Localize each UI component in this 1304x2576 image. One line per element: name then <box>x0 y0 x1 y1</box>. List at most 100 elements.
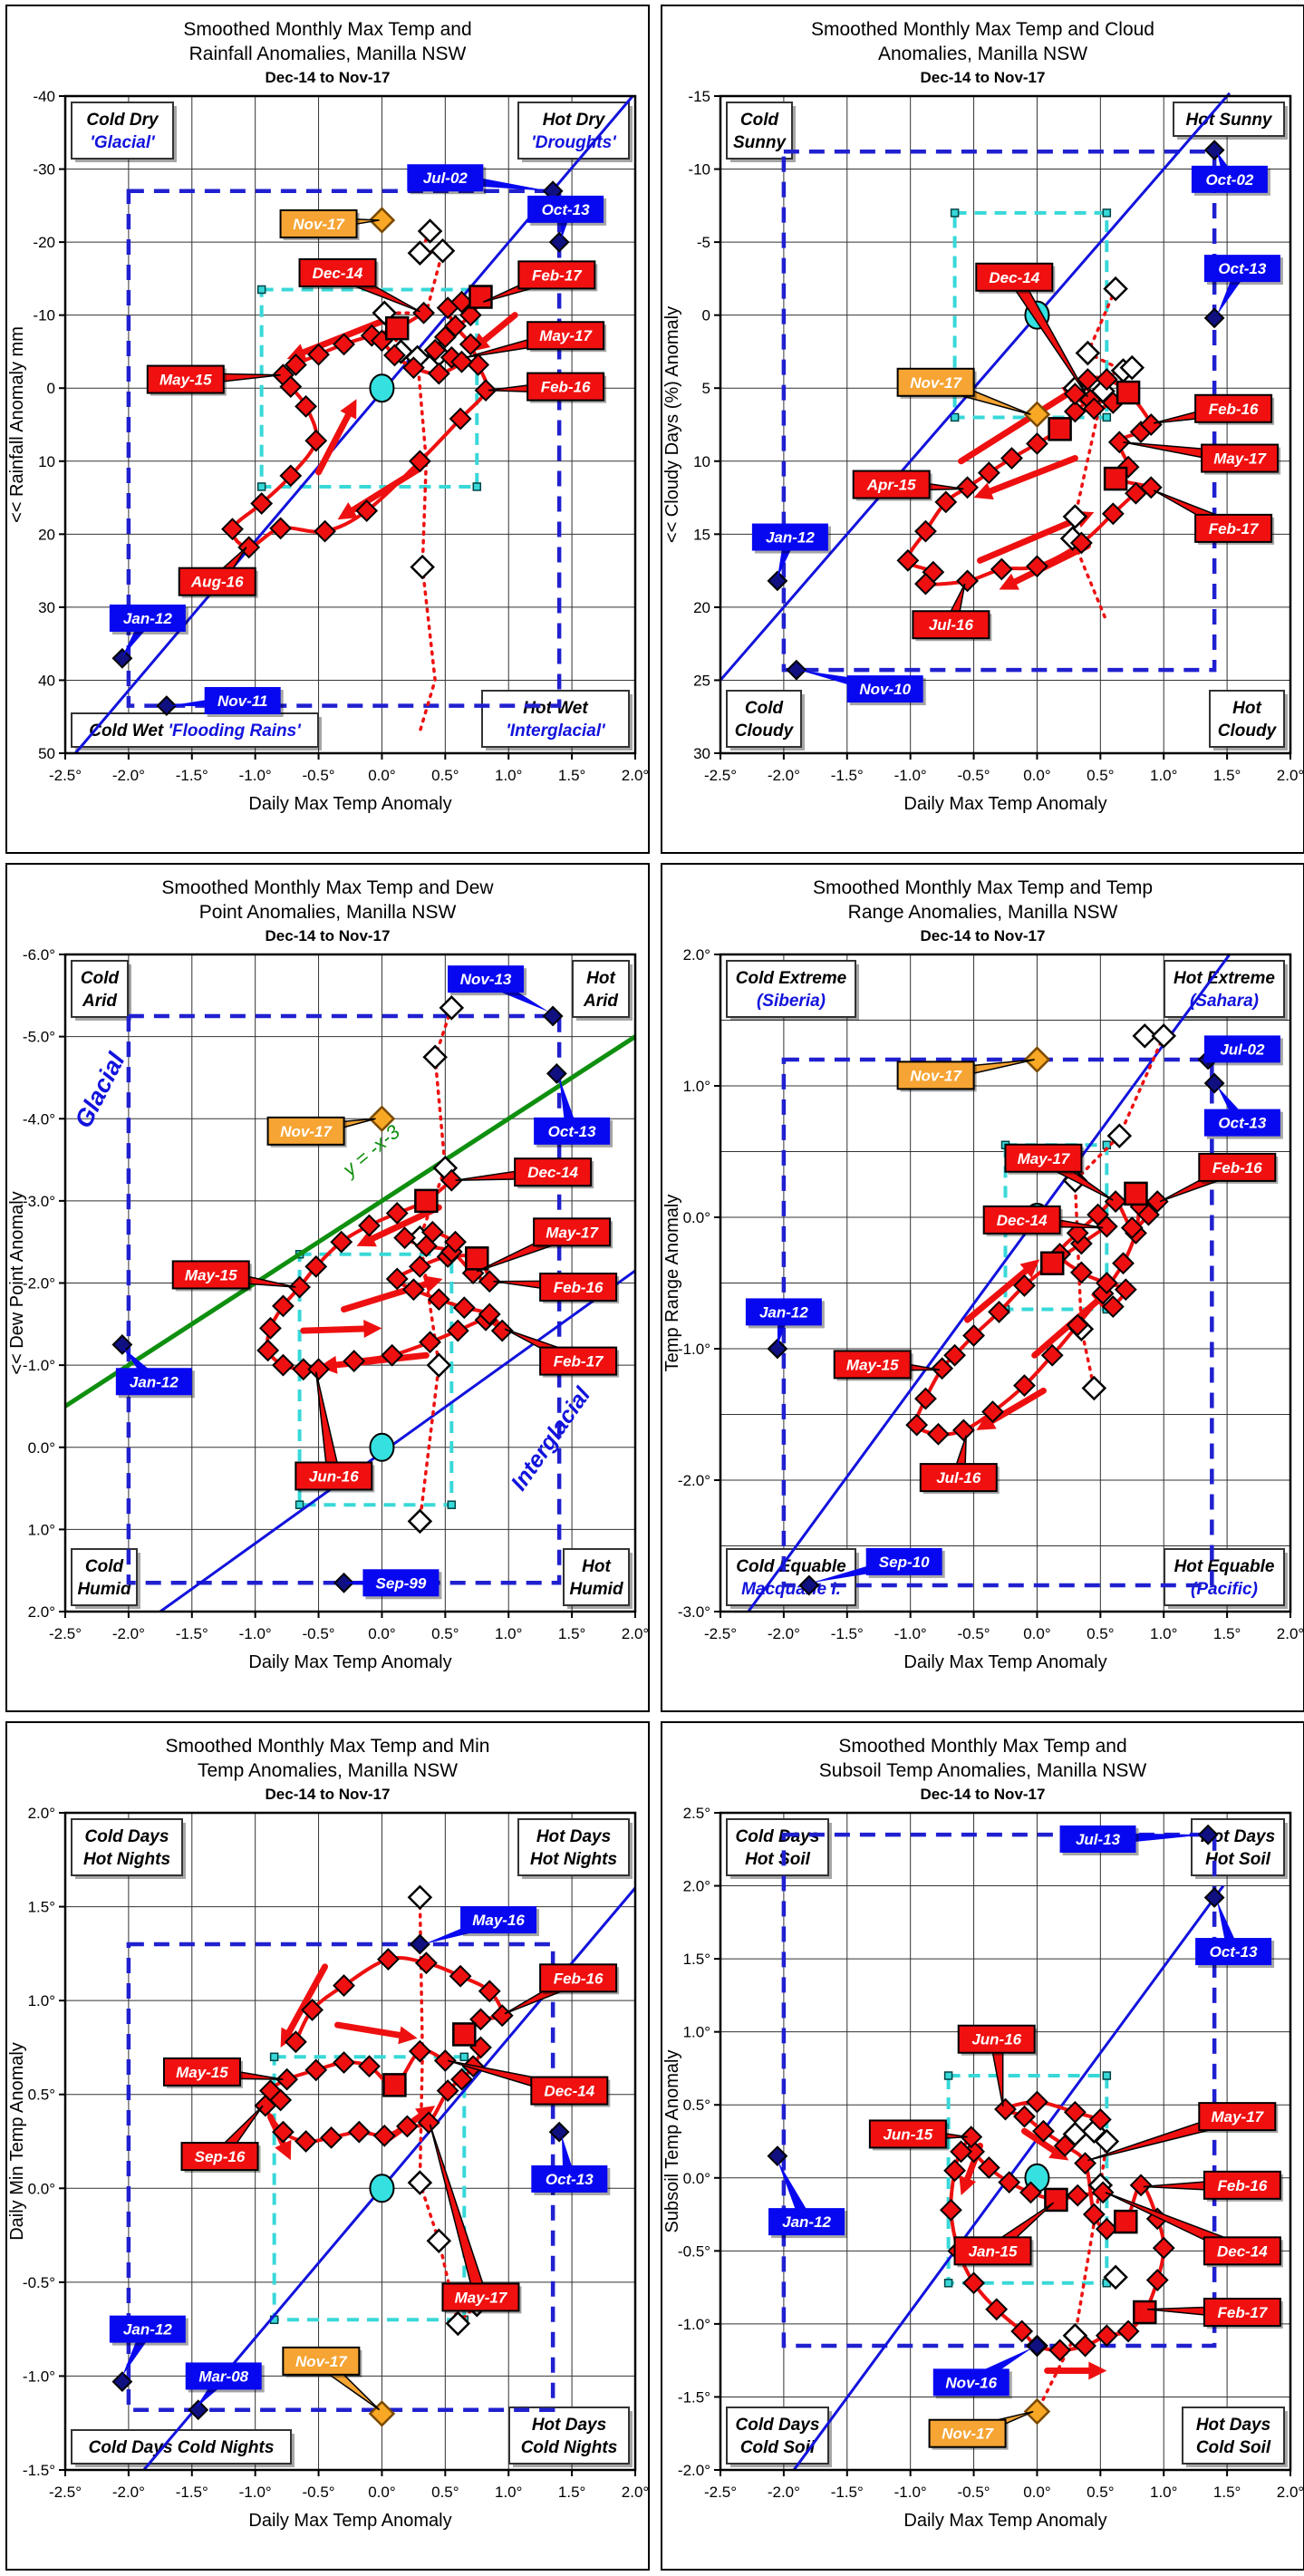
panel-title-line2: Subsoil Temp Anomalies, Manilla NSW <box>818 1760 1147 1782</box>
y-axis-title: Subsoil Temp Anomaly <box>662 2049 682 2232</box>
callout-label: Mar-08 <box>198 2368 248 2385</box>
panel-title-line2: Anomalies, Manilla NSW <box>877 44 1088 65</box>
december-square-marker <box>414 1188 439 1213</box>
x-tick-label: -2.5° <box>49 2484 82 2501</box>
y-axis-title: Daily Min Temp Anomaly <box>7 2042 27 2241</box>
month-diamond-marker <box>1063 400 1087 423</box>
callout-mar-08: Mar-08 <box>185 2362 265 2408</box>
month-diamond-marker <box>962 2271 985 2294</box>
axes: -2.5° -2.0° -1.5° -1.0° -0.5° 0.0° 0.5° 1.0° 1.5… <box>662 89 1303 814</box>
panel-cloud: Smoothed Monthly Max Temp and Cloud Anoma… <box>661 5 1304 854</box>
direction-arrow <box>318 1351 430 1374</box>
x-tick-label: 0.5° <box>431 1625 459 1642</box>
x-tick-label: 1.0° <box>1150 1625 1177 1642</box>
quadrant-label-br: Hot Days Cold Soil <box>1182 2406 1288 2467</box>
svg-text:Hot Nights: Hot Nights <box>530 1850 617 1869</box>
month-diamond-marker <box>301 1998 324 2021</box>
month-diamond-marker <box>990 557 1013 581</box>
y-tick-label: -0.5° <box>678 2242 710 2260</box>
svg-text:(Pacific): (Pacific) <box>1191 1580 1258 1599</box>
x-axis-title: Daily Max Temp Anomaly <box>903 2511 1106 2531</box>
quadrant-label-text: Cold Extreme <box>736 969 847 988</box>
records-rect <box>781 1832 1217 2348</box>
y-tick-label: 0.0° <box>28 2180 55 2197</box>
chart-svg: Cold Arid Hot Arid Cold Humid Hot Humid y = -x-3… <box>7 947 648 1672</box>
x-tick-label: 2.0° <box>622 2484 648 2501</box>
callout-jun-16: Jun-16 <box>957 2024 1038 2106</box>
open-diamond-marker <box>426 2228 452 2253</box>
svg-text:Hot Sunny: Hot Sunny <box>1186 111 1273 130</box>
month-diamond-marker <box>1013 2105 1036 2128</box>
callout-label: Feb-16 <box>1209 400 1259 417</box>
callout-label: May-17 <box>1211 2108 1264 2126</box>
quadrant-label-text: Cold Soil <box>1196 2438 1271 2457</box>
quadrant-label-text: Cold Days Cold Nights <box>89 2438 275 2457</box>
quadrant-label-text: Hot Dry <box>543 111 606 130</box>
month-diamond-marker <box>1066 2184 1089 2207</box>
panel-subtitle: Dec-14 to Nov-17 <box>265 1785 391 1803</box>
record-diamond-marker <box>546 1062 567 1084</box>
month-diamond-marker <box>490 2003 514 2027</box>
month-diamond-marker <box>474 378 497 402</box>
diagonal-reference-line <box>747 953 1232 1612</box>
svg-text:Cold Wet 'Flooding Rains': Cold Wet 'Flooding Rains' <box>89 721 302 741</box>
record-diamond-marker <box>111 2370 133 2392</box>
month-diamond-marker <box>401 355 425 379</box>
month-diamond-marker <box>1088 2107 1112 2131</box>
panel-cell: Smoothed Monthly Max Temp and Cloud Anoma… <box>655 0 1304 858</box>
trajectory-line <box>263 1955 505 2144</box>
quadrant-label-text: Cold <box>740 111 779 130</box>
month-diamond-marker <box>1032 2119 1055 2143</box>
quadrant-label-text: Sunny <box>733 133 787 152</box>
pre-period-dotted-path <box>382 228 445 733</box>
month-diamond-marker <box>1129 2174 1153 2196</box>
month-diamond-marker <box>330 1230 353 1254</box>
normals-corner-marker <box>1102 208 1112 218</box>
quadrant-label-text: Hot Wet <box>523 699 588 718</box>
axes: -2.5° -2.0° -1.5° -1.0° -0.5° 0.0° 0.5° 1.0° 1.5… <box>662 947 1303 1672</box>
callout-label: Nov-17 <box>295 2352 348 2369</box>
diagonal-reference-line <box>719 92 1232 682</box>
quadrant-label-text: Cold Dry <box>86 111 159 130</box>
open-diamond-marker <box>407 1508 433 1534</box>
callout-jan-12: Jan-12 <box>109 2315 188 2377</box>
callout-label: Nov-17 <box>910 1067 962 1084</box>
y-tick-label: 25 <box>693 672 710 689</box>
y-tick-label: -20 <box>33 234 55 251</box>
month-diamond-marker <box>896 548 920 572</box>
quadrant-label-bl: Cold Equable Macquarie I. <box>726 1547 859 1609</box>
records-rect <box>126 1942 555 2412</box>
callout-nov-16: Nov-16 <box>932 2347 1034 2398</box>
x-tick-label: -0.5° <box>303 2484 335 2501</box>
quadrant-label-text: Cold <box>81 969 120 988</box>
month-diamond-marker <box>395 2115 419 2137</box>
callout-jun-16: Jun-16 <box>295 1370 375 1493</box>
direction-arrow <box>1020 2127 1069 2161</box>
quadrant-label-text: (Sahara) <box>1190 992 1259 1011</box>
month-diamond-marker <box>288 1275 312 1299</box>
green-line-label: y = -x-3 <box>337 1119 405 1181</box>
month-diamond-marker <box>1074 2151 1096 2174</box>
y-tick-label: -5 <box>697 234 710 251</box>
month-diamond-marker <box>914 519 937 543</box>
callout-dec-14: Dec-14 <box>298 257 420 312</box>
x-tick-label: -1.0° <box>894 1625 927 1642</box>
quadrant-label-text: Hot Nights <box>530 1850 617 1869</box>
month-diamond-marker <box>272 1294 295 1317</box>
svg-text:Hot: Hot <box>586 969 615 988</box>
chart-svg: Cold Sunny Hot Sunny Cold Cloudy Hot Cloudy Oct… <box>662 89 1303 814</box>
quadrant-label-br: Hot Days Cold Nights <box>508 2406 633 2467</box>
x-tick-label: -1.5° <box>176 1625 208 1642</box>
y-tick-label: -40 <box>33 89 55 105</box>
y-tick-label: -1.5° <box>23 2462 55 2479</box>
latest-month-diamond <box>1023 401 1051 428</box>
callout-oct-13: Oct-13 <box>527 195 607 238</box>
callout-jul-16: Jul-16 <box>912 583 992 641</box>
y-axis-title: Temp Range Anomaly <box>662 1194 682 1371</box>
quadrant-label-text: Hot <box>586 969 615 988</box>
x-axis-title: Daily Max Temp Anomaly <box>903 794 1106 814</box>
month-diamond-marker <box>272 1353 295 1377</box>
open-diamond-marker <box>1151 1022 1176 1049</box>
callout-may-17: May-17 <box>476 1216 613 1273</box>
normals-corner-marker <box>950 208 960 218</box>
